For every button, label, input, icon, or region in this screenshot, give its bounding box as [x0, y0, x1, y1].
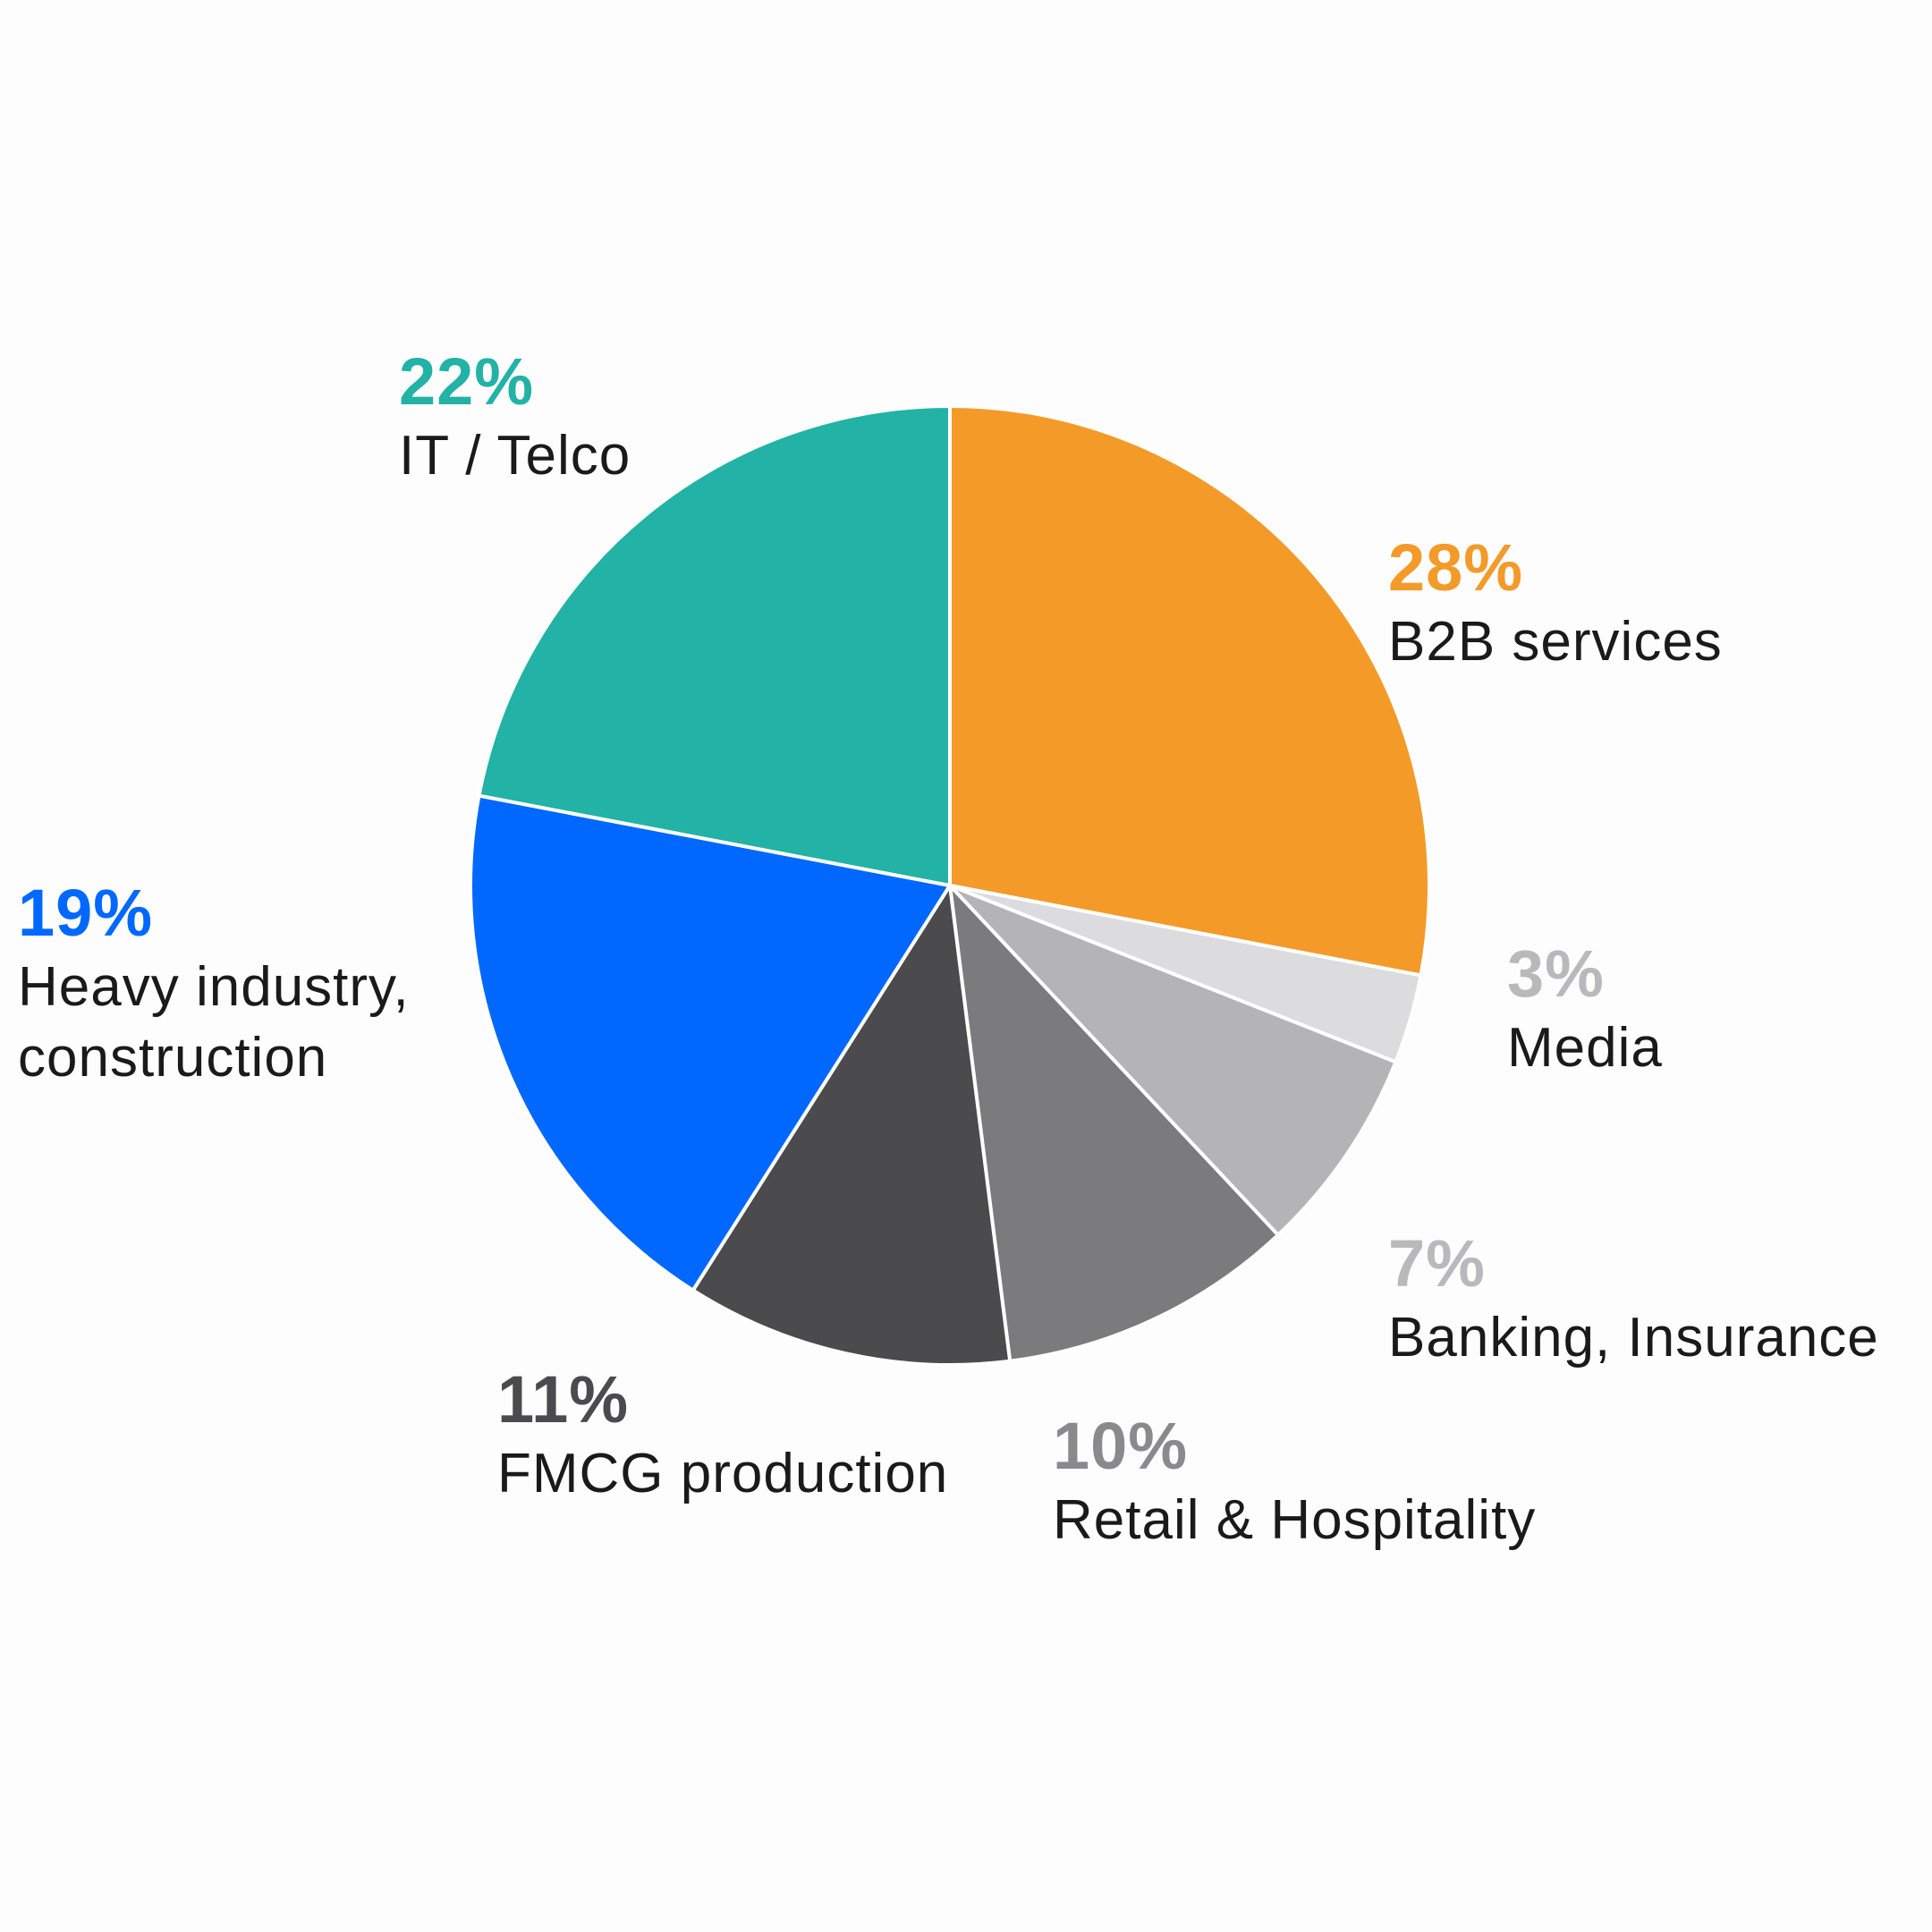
slice-name-it-telco: IT / Telco	[399, 425, 631, 487]
slice-name-fmcg-production: FMCG production	[497, 1443, 949, 1504]
pie-slice-retail-hospitality	[948, 884, 1280, 1363]
slice-percent-media: 3%	[1507, 936, 1605, 1011]
slice-percent-retail-hospitality: 10%	[1053, 1409, 1189, 1483]
slice-label-retail-hospitality: 10% Retail & Hospitality	[1053, 1413, 1536, 1555]
slice-label-banking-insurance: 7% Banking, Insurance	[1388, 1231, 1879, 1373]
slice-label-heavy-industry: 19% Heavy industry, construction	[18, 880, 410, 1094]
slice-name-banking-insurance: Banking, Insurance	[1388, 1307, 1879, 1368]
slice-percent-it-telco: 22%	[399, 344, 535, 419]
slice-name-media: Media	[1507, 1017, 1663, 1079]
pie-slice-b2b-services	[948, 404, 1431, 978]
slice-percent-heavy-industry: 19%	[18, 876, 154, 950]
slice-label-fmcg-production: 11% FMCG production	[497, 1367, 948, 1509]
slice-percent-b2b-services: 28%	[1388, 530, 1524, 605]
slice-name-b2b-services: B2B services	[1388, 611, 1723, 673]
pie-slice-it-telco	[477, 404, 952, 887]
slice-label-b2b-services: 28% B2B services	[1388, 535, 1723, 677]
pie-slice-banking-insurance	[948, 884, 1398, 1237]
slice-name-retail-hospitality: Retail & Hospitality	[1053, 1489, 1537, 1551]
slice-name-heavy-industry: Heavy industry, construction	[18, 956, 410, 1089]
slice-label-media: 3% Media	[1507, 941, 1663, 1083]
pie-slice-fmcg-production	[691, 884, 1013, 1367]
slice-label-it-telco: 22% IT / Telco	[399, 349, 631, 491]
pie-slice-heavy-industry	[469, 793, 952, 1292]
slice-percent-fmcg-production: 11%	[497, 1362, 630, 1436]
slice-percent-banking-insurance: 7%	[1388, 1226, 1486, 1301]
